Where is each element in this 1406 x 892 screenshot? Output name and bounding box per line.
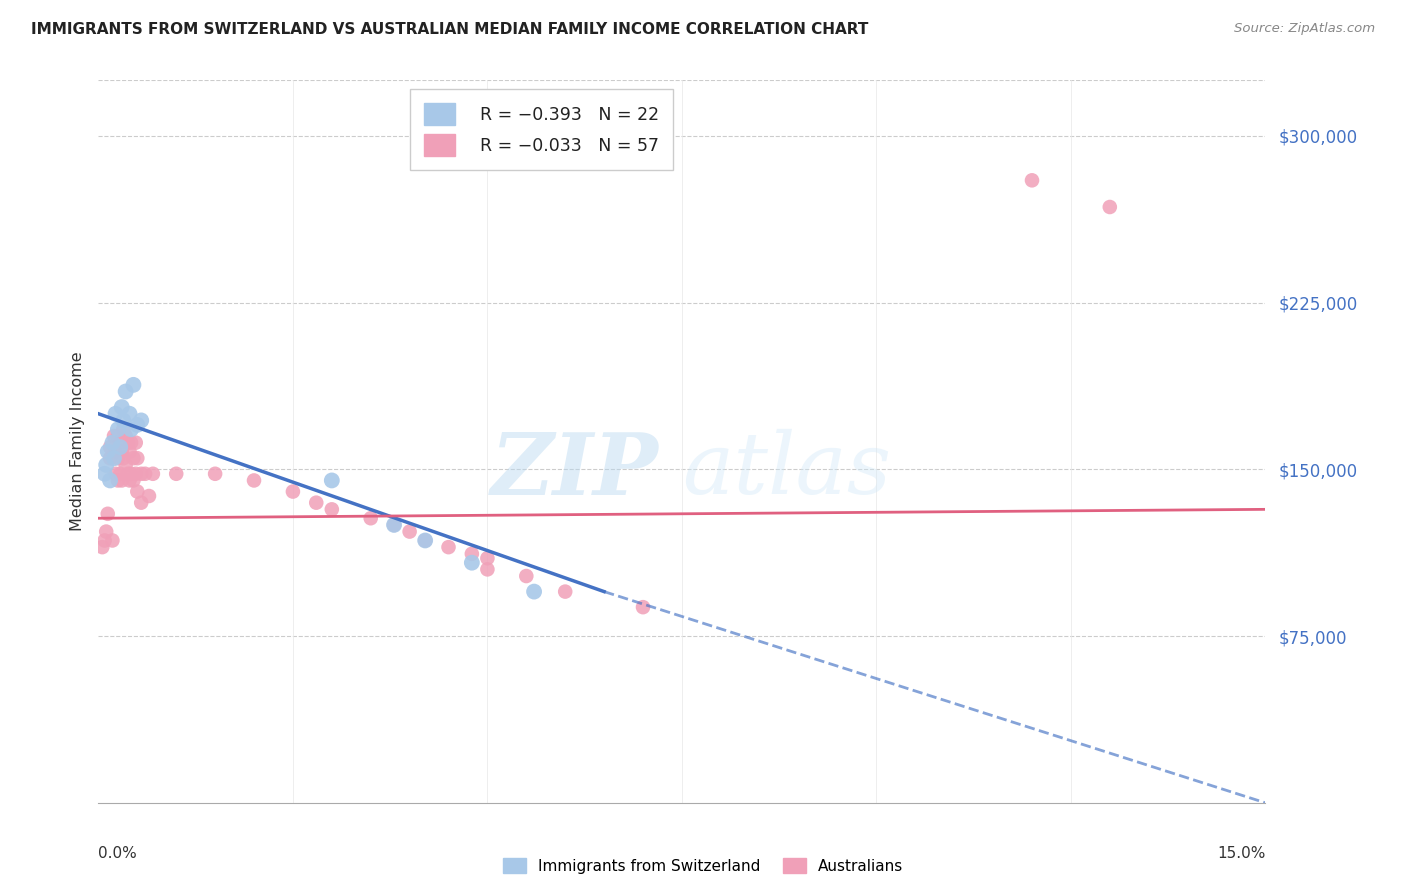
Point xyxy=(413,533,436,548)
Point xyxy=(305,496,328,510)
Point xyxy=(96,524,118,539)
Point xyxy=(117,467,139,481)
Text: 0.0%: 0.0% xyxy=(98,847,138,861)
Point xyxy=(142,467,165,481)
Text: IMMIGRANTS FROM SWITZERLAND VS AUSTRALIAN MEDIAN FAMILY INCOME CORRELATION CHART: IMMIGRANTS FROM SWITZERLAND VS AUSTRALIA… xyxy=(31,22,869,37)
Point xyxy=(91,540,114,554)
Point xyxy=(97,444,120,458)
Point xyxy=(108,467,131,481)
Point xyxy=(360,511,382,525)
Point xyxy=(120,435,142,450)
Point xyxy=(118,474,141,488)
Point xyxy=(101,533,124,548)
Point xyxy=(118,444,141,458)
Point xyxy=(523,584,546,599)
Point xyxy=(107,474,129,488)
Point xyxy=(129,496,152,510)
Point xyxy=(107,422,129,436)
Text: ZIP: ZIP xyxy=(491,429,658,512)
Point xyxy=(112,413,135,427)
Point xyxy=(125,467,148,481)
Point xyxy=(127,484,149,499)
Point xyxy=(122,451,145,466)
Point xyxy=(93,467,115,481)
Point xyxy=(1098,200,1121,214)
Point xyxy=(125,435,148,450)
Point xyxy=(96,458,118,472)
Point xyxy=(98,474,121,488)
Point xyxy=(461,556,484,570)
Point xyxy=(127,417,149,432)
Point xyxy=(281,484,304,499)
Point xyxy=(98,440,121,454)
Point xyxy=(321,502,343,516)
Point xyxy=(437,540,460,554)
Point xyxy=(111,474,134,488)
Point xyxy=(118,407,141,421)
Point xyxy=(321,474,343,488)
Point xyxy=(112,451,135,466)
Point xyxy=(382,517,405,532)
Point xyxy=(382,517,405,532)
Point xyxy=(122,377,145,392)
Point xyxy=(111,444,134,458)
Text: atlas: atlas xyxy=(682,429,891,512)
Point xyxy=(554,584,576,599)
Point xyxy=(1021,173,1043,187)
Point xyxy=(631,600,654,615)
Point xyxy=(129,413,152,427)
Point xyxy=(111,400,134,414)
Point xyxy=(134,467,156,481)
Point xyxy=(413,533,436,548)
Point xyxy=(103,429,125,443)
Point xyxy=(120,422,142,436)
Text: 15.0%: 15.0% xyxy=(1218,847,1265,861)
Point xyxy=(108,440,131,454)
Point xyxy=(97,507,120,521)
Point xyxy=(204,467,226,481)
Point xyxy=(104,467,127,481)
Point xyxy=(477,562,499,576)
Point xyxy=(515,569,537,583)
Point xyxy=(477,551,499,566)
Point xyxy=(108,435,131,450)
Legend:   R = −0.393   N = 22,   R = −0.033   N = 57: R = −0.393 N = 22, R = −0.033 N = 57 xyxy=(411,89,673,170)
Point xyxy=(129,467,152,481)
Legend: Immigrants from Switzerland, Australians: Immigrants from Switzerland, Australians xyxy=(496,852,910,880)
Point xyxy=(114,384,136,399)
Point xyxy=(103,451,125,466)
Point xyxy=(398,524,420,539)
Point xyxy=(104,407,127,421)
Point xyxy=(93,533,115,548)
Point xyxy=(112,422,135,436)
Point xyxy=(114,458,136,472)
Y-axis label: Median Family Income: Median Family Income xyxy=(69,351,84,532)
Text: Source: ZipAtlas.com: Source: ZipAtlas.com xyxy=(1234,22,1375,36)
Point xyxy=(107,451,129,466)
Point xyxy=(461,547,484,561)
Point xyxy=(104,444,127,458)
Point xyxy=(98,451,121,466)
Point xyxy=(165,467,187,481)
Point xyxy=(101,435,124,450)
Point xyxy=(107,429,129,443)
Point xyxy=(127,451,149,466)
Point xyxy=(117,435,139,450)
Point xyxy=(114,429,136,443)
Point xyxy=(138,489,160,503)
Point xyxy=(122,474,145,488)
Point xyxy=(243,474,266,488)
Point xyxy=(120,467,142,481)
